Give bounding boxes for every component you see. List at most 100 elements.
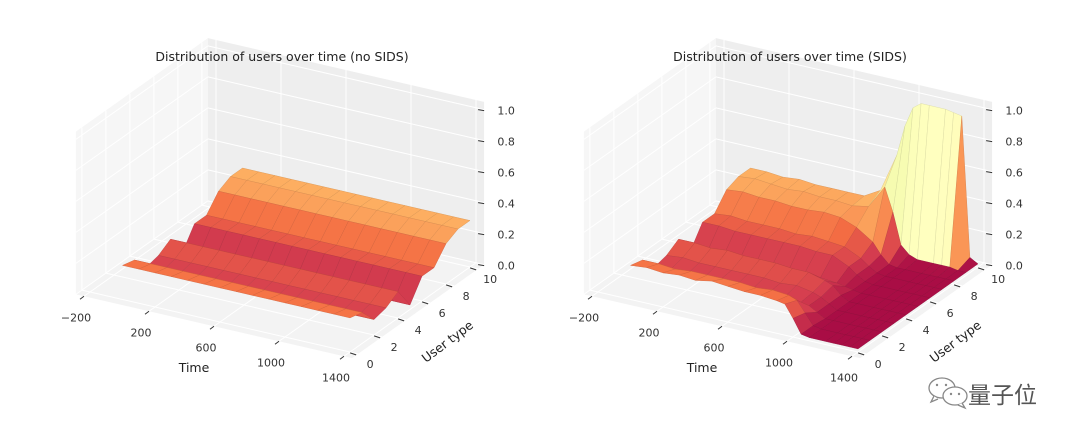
gridline [207,76,485,142]
x-tick-label: 1400 [322,371,350,384]
y-tick-label: 8 [463,290,470,303]
gridline [583,200,717,295]
x-tick-label: 1000 [257,356,285,369]
gridline [583,45,717,140]
left-pane [75,38,208,295]
watermark-text: 量子位 [968,383,1037,409]
surface-patch [849,338,871,350]
gridline [715,45,993,111]
y-tick-mark [373,335,381,339]
y-tick-label: 6 [947,307,954,320]
y-axis-label: User type [419,317,477,366]
gridline [591,202,725,297]
x-tick-label: 600 [196,341,217,354]
x-tick-mark [209,325,215,330]
wechat-icon [928,377,968,410]
y-tick-label: 10 [483,273,497,286]
z-tick-label: 0.8 [497,136,515,149]
chart-no-sids: −200 200 600 1000 1400 0 2 4 6 8 100.0 0.2 0.4 0.6 0.8… [61,38,515,384]
y-tick-label: 6 [439,307,446,320]
gridline [207,138,485,204]
x-tick-mark [847,355,853,360]
z-tick-mark [986,140,993,143]
surface-patch [333,308,363,319]
chart-title: Distribution of users over time (SIDS) [673,49,907,64]
watermark: 量子位 [928,377,1037,410]
x-axis-label: Time [686,360,718,375]
x-tick-label: −200 [569,311,599,324]
y-tick-label: 2 [899,341,906,354]
z-tick-label: 0.0 [1005,260,1023,273]
x-tick-label: −200 [61,311,91,324]
z-tick-label: 0.0 [497,260,515,273]
gridline [75,169,209,264]
z-tick-mark [478,264,485,267]
z-tick-label: 1.0 [497,105,515,118]
gridline [851,262,985,357]
gridline [583,169,717,264]
left-pane [583,38,716,295]
y-tick-mark [397,318,405,322]
gridline [75,107,209,202]
x-tick-label: 1400 [830,371,858,384]
z-tick-mark [478,202,485,205]
y-tick-label: 10 [991,273,1005,286]
z-tick-mark [478,233,485,236]
y-tick-mark [421,301,429,305]
chart-sids: −200 200 600 1000 1400 0 2 4 6 8 100.0 0.2 0.4 0.6 0.8… [569,38,1023,384]
z-tick-mark [478,140,485,143]
gridline [105,272,383,338]
z-tick-mark [986,109,993,112]
surface [122,167,471,320]
y-tick-mark [905,318,913,322]
z-tick-label: 0.6 [1005,167,1023,180]
z-tick-label: 0.4 [1005,198,1023,211]
z-tick-label: 0.4 [497,198,515,211]
gridline [75,76,209,171]
z-tick-mark [478,171,485,174]
y-tick-mark [349,352,357,356]
gridline [583,107,717,202]
y-tick-mark [857,352,865,356]
y-tick-label: 2 [391,341,398,354]
y-tick-mark [881,335,889,339]
z-tick-mark [986,171,993,174]
y-tick-label: 0 [367,358,374,371]
z-tick-label: 0.2 [1005,229,1023,242]
z-tick-label: 0.6 [497,167,515,180]
y-tick-label: 0 [875,358,882,371]
gridline [583,138,717,233]
x-tick-mark [587,295,593,300]
surface [630,103,979,350]
chart-title: Distribution of users over time (no SIDS… [155,49,408,64]
gridline [81,289,359,355]
y-axis-label: User type [927,317,985,366]
gridline [343,262,477,357]
gridline [83,202,217,297]
y-tick-mark [445,284,453,288]
z-tick-mark [478,109,485,112]
x-tick-mark [274,340,280,345]
z-tick-label: 0.8 [1005,136,1023,149]
y-tick-label: 4 [415,324,422,337]
y-tick-label: 4 [923,324,930,337]
z-tick-label: 1.0 [1005,105,1023,118]
x-tick-mark [144,310,150,315]
x-tick-label: 200 [131,326,152,339]
z-tick-mark [986,202,993,205]
x-tick-mark [782,340,788,345]
x-tick-label: 1000 [765,356,793,369]
gridline [583,76,717,171]
gridline [207,107,485,173]
y-tick-mark [977,267,985,271]
y-tick-mark [953,284,961,288]
gridline [75,45,209,140]
z-tick-label: 0.2 [497,229,515,242]
x-tick-mark [339,355,345,360]
x-tick-label: 600 [704,341,725,354]
y-tick-label: 8 [971,290,978,303]
y-tick-mark [929,301,937,305]
x-tick-mark [79,295,85,300]
x-axis-label: Time [178,360,210,375]
